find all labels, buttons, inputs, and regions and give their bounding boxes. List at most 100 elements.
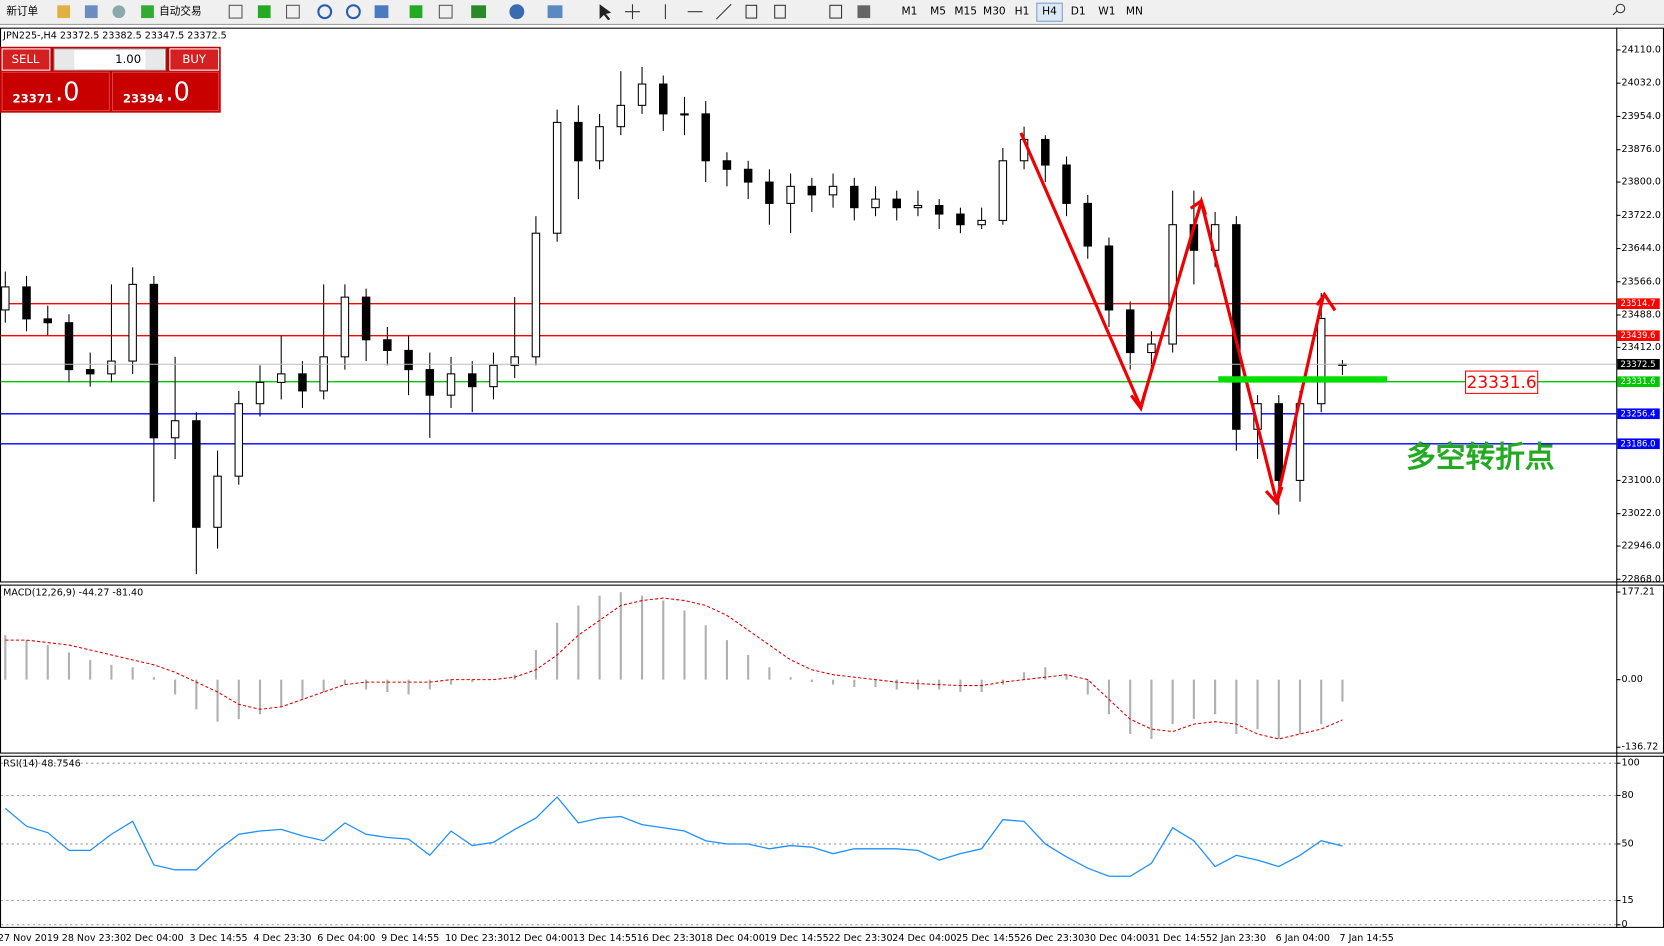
x-tick-label: 18 Dec 04:00 bbox=[701, 933, 765, 944]
candle-body bbox=[1316, 317, 1326, 405]
icon[interactable] bbox=[257, 5, 271, 19]
tool-icons bbox=[228, 3, 1626, 21]
icon[interactable] bbox=[112, 5, 126, 19]
one-click-trading: SELL 1.00 BUY 23371 .0 23394 .0 bbox=[0, 46, 221, 113]
icon[interactable] bbox=[438, 4, 453, 19]
candle-body bbox=[85, 369, 95, 375]
y-tick-label: 24110.0 bbox=[1622, 44, 1661, 55]
auto-trading-button[interactable]: 自动交易 bbox=[159, 5, 201, 18]
candle-body bbox=[425, 369, 435, 396]
icon[interactable] bbox=[547, 5, 563, 19]
main-panel bbox=[0, 27, 1664, 583]
candle-body bbox=[807, 185, 817, 196]
candle-body bbox=[1104, 245, 1114, 311]
candle-body bbox=[595, 126, 604, 162]
crosshair-icon[interactable] bbox=[625, 4, 640, 20]
candle-body bbox=[340, 296, 350, 358]
sell-price-box[interactable] bbox=[1, 71, 110, 112]
icon[interactable] bbox=[286, 4, 300, 19]
timeframe-button[interactable]: M30 bbox=[983, 5, 1006, 18]
timeframe-button[interactable]: M1 bbox=[902, 5, 918, 18]
plot: JPN225-,H4 23372.5 23382.5 23347.5 23372… bbox=[0, 31, 1661, 944]
lot-up[interactable] bbox=[145, 49, 165, 70]
icon[interactable] bbox=[57, 5, 71, 19]
x-tick-label: 2 Dec 04:00 bbox=[126, 933, 184, 944]
timeframe-button[interactable]: W1 bbox=[1098, 5, 1115, 18]
signal-line bbox=[5, 597, 1343, 740]
x-tick-label: 2 Jan 23:30 bbox=[1212, 933, 1266, 944]
candle-body bbox=[234, 403, 244, 477]
candle-body bbox=[531, 232, 541, 358]
trendline-icon[interactable] bbox=[715, 3, 732, 20]
lot-down[interactable] bbox=[55, 49, 75, 70]
icon[interactable] bbox=[228, 4, 243, 19]
icon[interactable] bbox=[141, 5, 154, 19]
icon[interactable] bbox=[471, 5, 487, 19]
candle-body bbox=[510, 356, 519, 366]
level-callout bbox=[1465, 370, 1539, 394]
y-tick-label: 50 bbox=[1622, 838, 1634, 849]
sell-button[interactable] bbox=[1, 48, 51, 71]
level-label-box bbox=[1617, 376, 1660, 388]
timeframe-button[interactable]: D1 bbox=[1071, 5, 1086, 18]
sell-price: 23371 bbox=[12, 91, 53, 105]
timeframe-button[interactable]: M5 bbox=[930, 5, 946, 18]
y-tick-label: 0 bbox=[1622, 919, 1628, 930]
y-tick-label: 15 bbox=[1622, 895, 1634, 906]
icon[interactable] bbox=[509, 4, 525, 20]
icon[interactable] bbox=[374, 5, 389, 19]
candle-body bbox=[765, 181, 774, 204]
candle-body bbox=[361, 296, 371, 341]
candle-body bbox=[107, 360, 116, 375]
lot-input[interactable] bbox=[53, 48, 167, 71]
timeframe-button[interactable]: H4 bbox=[1042, 5, 1057, 18]
level-label: 23439.6 bbox=[1620, 331, 1655, 341]
panel-title: MACD(12,26,9) -44.27 -81.40 bbox=[3, 588, 143, 599]
candle-body bbox=[913, 204, 923, 209]
candle-body bbox=[276, 373, 286, 383]
y-tick-label: 23566.0 bbox=[1622, 276, 1661, 287]
timeframe-button[interactable]: M15 bbox=[954, 5, 977, 18]
buy-price-box[interactable] bbox=[111, 71, 220, 112]
icon[interactable] bbox=[829, 4, 843, 19]
buy-label[interactable]: BUY bbox=[182, 52, 207, 66]
y-tick-label: 80 bbox=[1622, 790, 1634, 801]
timeframe-button[interactable]: MN bbox=[1126, 5, 1143, 18]
candle-body bbox=[892, 198, 901, 209]
x-tick-label: 31 Dec 14:55 bbox=[1148, 933, 1212, 944]
toolbar bbox=[0, 0, 1664, 25]
icon[interactable] bbox=[84, 5, 98, 19]
new-order-button[interactable]: 新订单 bbox=[6, 5, 38, 18]
candle-body bbox=[552, 121, 562, 234]
candle-body bbox=[574, 121, 583, 162]
sell-label[interactable]: SELL bbox=[12, 52, 40, 66]
candle-body bbox=[637, 83, 647, 106]
icon[interactable] bbox=[745, 4, 758, 19]
icon[interactable] bbox=[857, 5, 871, 19]
timeframe-button[interactable]: H1 bbox=[1015, 5, 1030, 18]
candle-body bbox=[489, 364, 498, 388]
panel-title: RSI(14) 48.7546 bbox=[3, 759, 81, 770]
x-tick-label: 25 Dec 14:55 bbox=[956, 933, 1020, 944]
x-tick-label: 22 Dec 23:30 bbox=[828, 933, 892, 944]
y-tick-label: 0.00 bbox=[1622, 674, 1643, 685]
candle-body bbox=[22, 286, 31, 320]
icon[interactable] bbox=[345, 4, 361, 20]
search-icon[interactable] bbox=[1612, 3, 1626, 16]
level-label: 23256.4 bbox=[1620, 409, 1655, 419]
icon[interactable] bbox=[774, 4, 786, 19]
level-label: 23514.7 bbox=[1620, 299, 1655, 309]
candle-body bbox=[404, 349, 413, 371]
bid-label-box bbox=[1617, 358, 1660, 370]
level-label-box bbox=[1617, 438, 1660, 450]
y-tick-label: 22868.0 bbox=[1622, 574, 1661, 585]
y-tick-label: 23488.0 bbox=[1622, 310, 1661, 321]
icon[interactable] bbox=[317, 4, 333, 20]
lot-value[interactable]: 1.00 bbox=[115, 52, 141, 66]
buy-button[interactable] bbox=[169, 48, 220, 71]
y-tick-label: -136.72 bbox=[1622, 742, 1659, 753]
candle-body bbox=[128, 283, 137, 362]
candle-body bbox=[1062, 164, 1071, 204]
icon[interactable] bbox=[409, 5, 423, 19]
